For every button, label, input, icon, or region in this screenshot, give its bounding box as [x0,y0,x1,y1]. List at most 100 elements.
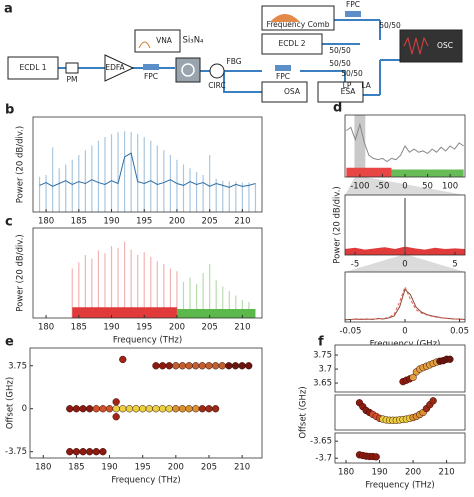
device-label: ESA [341,87,357,96]
plot-area [335,345,465,392]
device-label: FPC [346,0,360,9]
data-point [66,448,74,456]
device-label: Si₃N₄ [183,36,205,46]
x-tick-label: 5 [452,260,457,270]
data-point [245,362,253,370]
data-point [112,413,120,421]
y-tick-label: -3.65 [310,437,332,447]
icon [270,14,300,22]
plot-frame [334,394,466,431]
device-label: 50/50 [341,69,363,78]
plot-area [335,395,465,430]
x-tick-label: 210 [234,323,250,333]
plot-area [33,228,262,318]
x-tick-label: 190 [103,217,119,227]
plot-frame [334,344,466,393]
data-point [145,405,153,413]
y-axis-label: Power (20 dB/div.) [16,234,26,311]
x-tick-label: 205 [201,463,217,473]
icon [138,41,151,49]
x-tick-label: 200 [405,468,421,478]
data-point [192,362,200,370]
x-tick-label: 190 [101,463,117,473]
setup-diagram: a ECDL 1 PM EDFA FPC VNA Si₃N₄ CIRC FBG … [4,0,463,103]
data-point [198,405,206,413]
x-axis-label: Frequency (THz) [113,336,182,346]
x-tick-label: 180 [35,463,51,473]
device-label: CIRC [208,81,226,90]
device-label: ECDL 2 [278,39,305,48]
area [72,307,177,318]
device-label: LP [343,81,352,90]
data-point [211,362,220,370]
device-label: ECDL 1 [19,63,46,72]
data-point [86,448,94,456]
y-axis-label: Power (20 dB/div.) [333,186,343,263]
panel-label: e [5,335,14,350]
device-label: OSC [437,41,453,50]
area [391,169,464,177]
data-point [139,405,147,413]
device-label: VNA [156,36,173,45]
data-point [132,405,140,413]
x-tick-label: 0 [402,182,407,192]
x-tick-label: 185 [68,463,84,473]
amplifier [104,54,135,82]
data-point [198,362,206,370]
data-point [112,398,120,406]
data-point [172,405,180,413]
data-point [79,448,87,456]
plot-area [345,272,465,322]
data-point [99,405,107,413]
x-tick-label: 0 [402,327,407,337]
data-point [446,355,454,363]
y-tick-label: 3.75 [313,351,332,361]
data-point [92,448,100,456]
x-tick-label: 205 [202,217,218,227]
comb-box [261,5,335,31]
chip [175,57,201,83]
polarization-controller [143,64,159,70]
x-tick-label: 195 [136,217,152,227]
data-point [165,405,173,413]
y-tick-label: 3.75 [8,361,27,371]
analyzer-box [317,81,364,103]
analyzer-box [134,29,181,53]
x-tick-label: 185 [71,323,87,333]
area [346,167,392,177]
data-point [86,405,94,413]
x-tick-label: 210 [438,468,454,478]
device-label: FPC [144,72,158,81]
x-tick-label: -5 [351,260,359,270]
polarization-controller [275,65,291,71]
data-point [152,405,160,413]
circulator [209,63,225,79]
plot-frame [32,116,263,213]
data-point [238,362,246,370]
plot-frame [32,227,263,319]
data-point [119,405,127,413]
data-point [178,362,187,370]
data-point [429,397,437,405]
analyzer-box [261,81,308,103]
x-tick-label: 200 [168,463,184,473]
device-label: Frequency Comb [266,20,329,29]
data-point [112,405,120,413]
device-label: LA [361,81,371,90]
x-tick-label: 50 [422,182,433,192]
polarization-controller [345,11,361,17]
x-tick-label: 180 [338,468,354,478]
plot-area [335,433,465,463]
x-tick-label: 180 [38,217,54,227]
x-tick-label: 100 [442,182,458,192]
x-tick-label: 195 [136,323,152,333]
line [346,122,464,163]
data-point [211,405,220,413]
data-point [66,405,74,413]
y-tick-label: 3.7 [318,365,332,375]
x-tick-label: -0.05 [339,327,361,337]
x-tick-label: -50 [375,182,389,192]
data-point [79,405,87,413]
panel-label: f [318,335,324,350]
